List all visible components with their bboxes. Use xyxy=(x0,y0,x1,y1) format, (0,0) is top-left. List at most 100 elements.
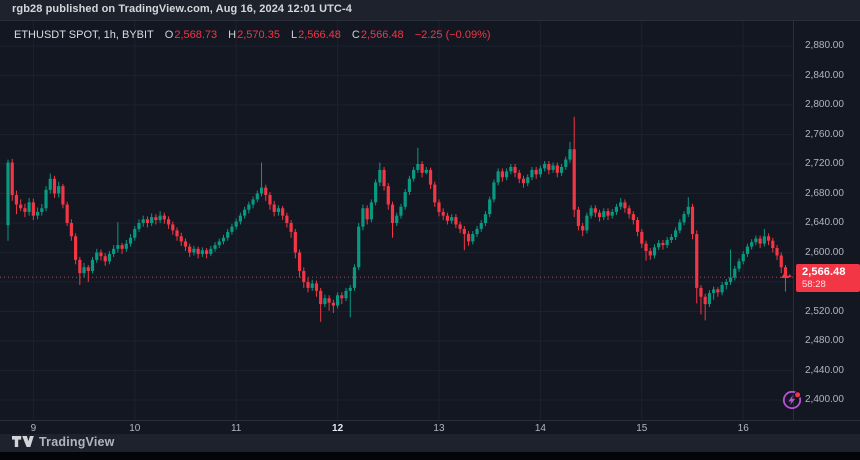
candle-body xyxy=(276,208,281,212)
candle-body xyxy=(631,214,635,221)
candle-body xyxy=(183,241,188,247)
candle-body xyxy=(466,234,471,242)
candle-body xyxy=(581,225,585,231)
ohlc-high: H 2,570.35 xyxy=(228,29,280,41)
candlestick-pane[interactable]: ETHUSDT SPOT, 1h, BYBIT O 2,568.73 H 2,570… xyxy=(0,21,793,421)
candle-body xyxy=(340,295,344,299)
candle-body xyxy=(31,202,35,216)
candle-body xyxy=(19,204,23,209)
candle-body xyxy=(779,255,783,268)
candle-body xyxy=(297,252,302,271)
candle-body xyxy=(737,261,741,269)
candle-body xyxy=(158,215,162,221)
candle-body xyxy=(314,283,319,291)
candle-body xyxy=(526,177,530,184)
price-axis[interactable]: 2,880.00 2,840.00 2,800.00 2,760.00 2,720.00… xyxy=(782,21,860,421)
ohlc-close: C 2,566.48 xyxy=(351,29,404,41)
price-axis-label: 2,480.00 xyxy=(805,335,844,346)
flash-alerts-icon[interactable] xyxy=(780,388,804,412)
candle-body xyxy=(661,242,665,246)
candle-body xyxy=(399,206,403,216)
candle-body xyxy=(86,267,90,271)
candle-body xyxy=(188,246,192,253)
candle-body xyxy=(352,267,357,288)
time-axis-label: 16 xyxy=(737,423,749,434)
candle-body xyxy=(327,298,331,303)
candle-body xyxy=(141,219,145,223)
candle-body xyxy=(619,202,623,207)
candle-body xyxy=(500,171,504,178)
candle-body xyxy=(331,302,335,306)
candle-body xyxy=(593,208,597,213)
candle-body xyxy=(462,228,466,235)
candle-body xyxy=(471,234,475,242)
candle-body xyxy=(150,217,154,223)
candle-body xyxy=(695,234,699,288)
tradingview-wordmark: TradingView xyxy=(39,435,115,449)
candle-body xyxy=(217,241,221,246)
candle-body xyxy=(547,164,551,170)
candle-body xyxy=(268,194,272,205)
candlestick-chart[interactable] xyxy=(0,21,793,421)
candle-body xyxy=(154,217,158,221)
notification-dot xyxy=(795,392,801,398)
candle-body xyxy=(614,206,619,212)
candle-body xyxy=(107,253,112,262)
candle-body xyxy=(762,236,766,244)
candle-body xyxy=(509,166,513,172)
candle-body xyxy=(674,230,678,238)
candle-body xyxy=(44,189,48,209)
candle-body xyxy=(255,193,259,200)
bar-countdown: 58:28 xyxy=(802,278,826,290)
candle-body xyxy=(534,169,538,175)
candle-body xyxy=(403,192,407,207)
candle-body xyxy=(137,223,141,229)
candle-body xyxy=(538,168,543,175)
candle-body xyxy=(766,236,771,241)
candle-body xyxy=(323,298,327,305)
candle-body xyxy=(640,231,644,244)
candle-body xyxy=(475,228,479,235)
axis-separator xyxy=(793,21,794,421)
candle-body xyxy=(771,240,775,249)
last-price-value: 2,566.48 xyxy=(802,265,846,278)
candle-body xyxy=(213,245,217,249)
candle-body xyxy=(543,164,547,169)
symbol-title[interactable]: ETHUSDT SPOT, 1h, BYBIT xyxy=(14,29,154,41)
candle-body xyxy=(589,208,593,216)
candle-body xyxy=(450,217,454,221)
candle-body xyxy=(783,267,788,276)
candle-body xyxy=(437,202,441,212)
candle-body xyxy=(204,250,209,254)
candle-body xyxy=(416,164,420,170)
candle-body xyxy=(14,194,19,205)
candle-body xyxy=(441,211,445,216)
candle-body xyxy=(378,169,382,183)
tradingview-mark-icon xyxy=(12,436,34,447)
last-price-tag: 2,566.48 58:28 xyxy=(796,263,860,292)
last-price-arrow-icon xyxy=(781,272,789,278)
candle-body xyxy=(243,209,247,216)
time-axis-label: 12 xyxy=(332,423,344,434)
candle-body xyxy=(369,202,373,220)
candle-body xyxy=(458,224,462,229)
candle-body xyxy=(496,171,500,183)
tradingview-logo[interactable]: TradingView xyxy=(12,435,115,449)
time-axis[interactable]: 9 10 11 12 13 14 15 16 xyxy=(0,420,860,434)
candle-body xyxy=(521,178,526,184)
candle-body xyxy=(57,186,61,194)
symbol-legend: ETHUSDT SPOT, 1h, BYBIT O 2,568.73 H 2,570… xyxy=(14,29,491,41)
candle-body xyxy=(162,215,166,220)
price-axis-label: 2,760.00 xyxy=(805,128,844,140)
candle-body xyxy=(90,259,95,271)
candle-body xyxy=(424,169,428,173)
candle-body xyxy=(433,184,437,203)
candle-body xyxy=(35,211,40,216)
candle-body xyxy=(306,282,310,288)
candle-body xyxy=(606,211,610,216)
candle-body xyxy=(112,248,116,254)
price-axis-label: 2,800.00 xyxy=(805,99,844,110)
candle-body xyxy=(788,275,792,278)
candle-body xyxy=(78,259,82,274)
candle-body xyxy=(716,289,720,293)
